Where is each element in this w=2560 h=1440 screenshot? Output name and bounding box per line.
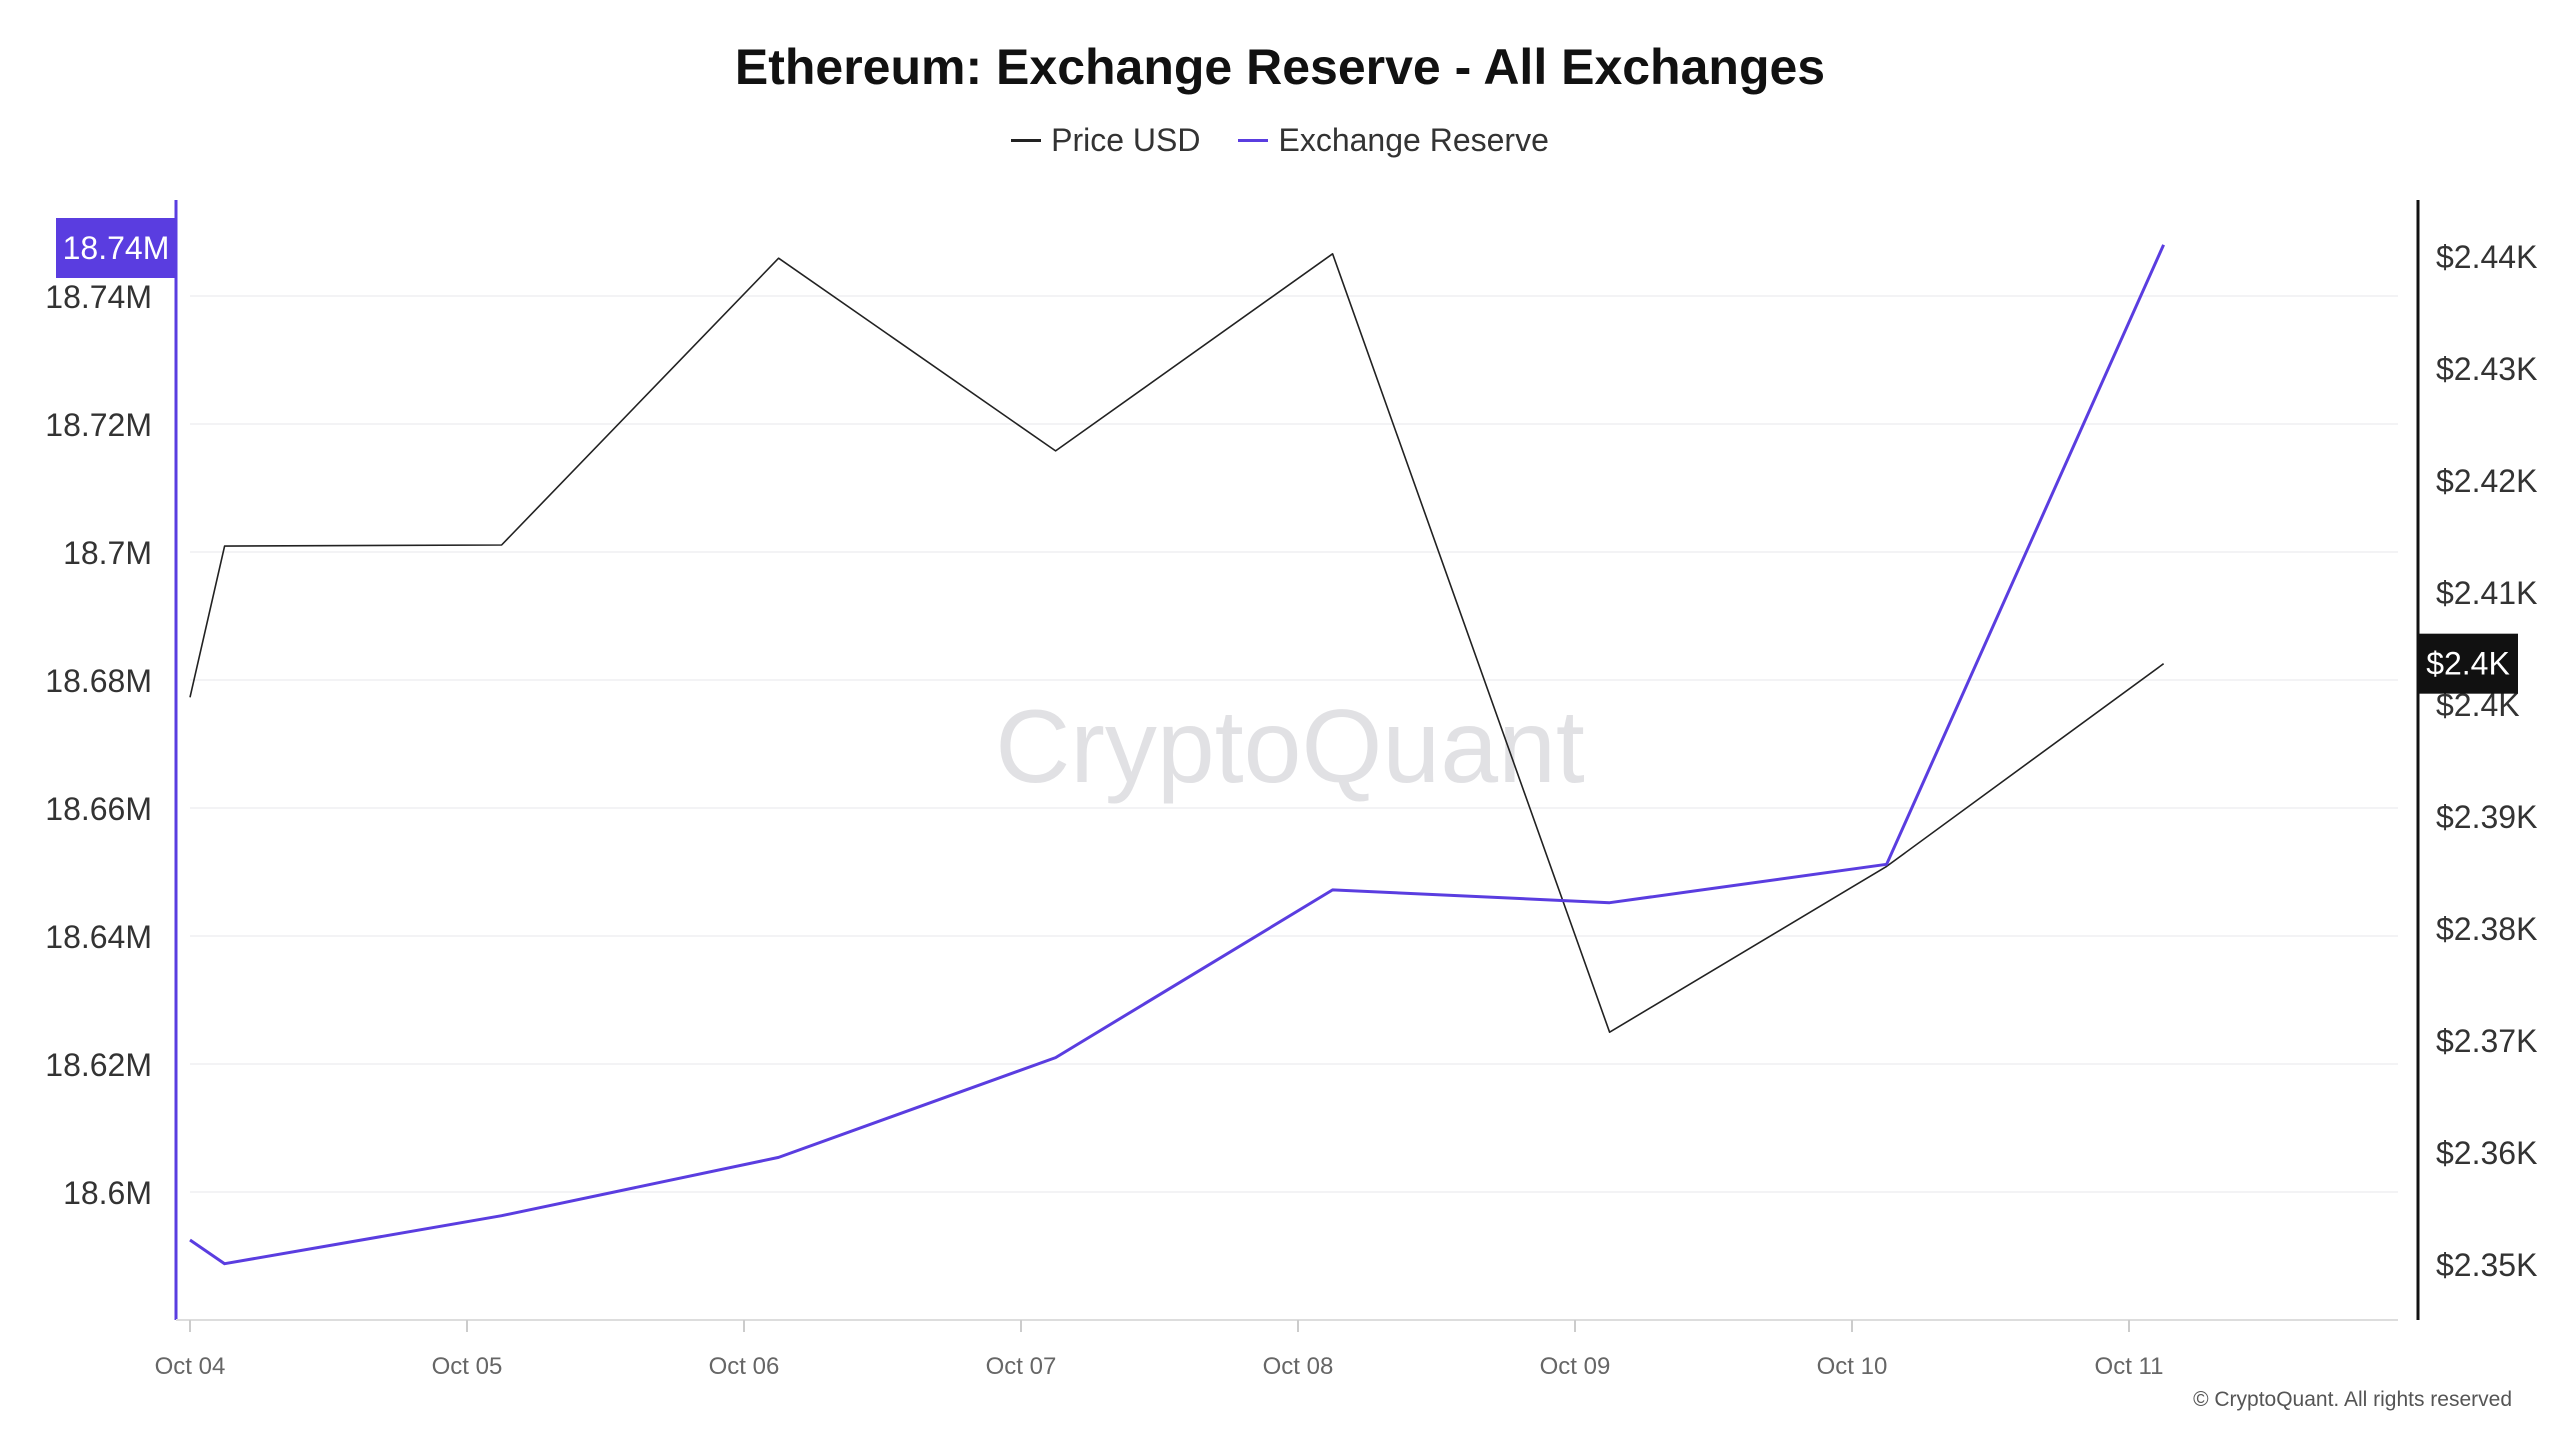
right-tick-label-2: $2.37K bbox=[2436, 1023, 2537, 1059]
legend-label-reserve: Exchange Reserve bbox=[1278, 122, 1549, 158]
series-lines bbox=[189, 244, 2165, 1266]
x-tick-label-7: Oct 11 bbox=[2095, 1353, 2164, 1380]
x-tick-label-0: Oct 04 bbox=[155, 1353, 226, 1380]
left-tick-label-6: 18.72M bbox=[45, 407, 152, 443]
x-tick-label-2: Oct 06 bbox=[709, 1353, 780, 1380]
x-tick-label-6: Oct 10 bbox=[1817, 1353, 1888, 1380]
left-current-value-label: 18.74M bbox=[63, 230, 170, 266]
legend-item-price[interactable]: Price USD bbox=[1011, 122, 1200, 159]
right-tick-label-3: $2.38K bbox=[2436, 911, 2537, 947]
series-line-price[interactable] bbox=[189, 253, 2165, 1033]
right-axis-ticks: $2.35K$2.36K$2.37K$2.38K$2.39K$2.4K$2.41… bbox=[2436, 239, 2537, 1283]
x-tick-label-4: Oct 08 bbox=[1263, 1353, 1334, 1380]
series-line-reserve[interactable] bbox=[189, 244, 2165, 1266]
left-tick-label-2: 18.64M bbox=[45, 919, 152, 955]
x-axis-ticks: Oct 04 Oct 05 Oct 06 Oct 07 Oct 08 Oct 09 Oct … bbox=[155, 1320, 2164, 1380]
right-tick-label-0: $2.35K bbox=[2436, 1247, 2537, 1283]
chart-legend: Price USD Exchange Reserve bbox=[0, 122, 2560, 159]
legend-label-price: Price USD bbox=[1051, 122, 1201, 158]
legend-item-reserve[interactable]: Exchange Reserve bbox=[1238, 122, 1549, 159]
right-tick-label-8: $2.43K bbox=[2436, 351, 2537, 387]
left-tick-label-4: 18.68M bbox=[45, 663, 152, 699]
chart-title: Ethereum: Exchange Reserve - All Exchang… bbox=[734, 39, 1826, 95]
left-axis-ticks: 18.6M 18.62M 18.64M 18.66M 18.68M 18.7M 18.72M… bbox=[45, 279, 152, 1211]
legend-swatch-reserve bbox=[1238, 139, 1269, 142]
left-tick-label-3: 18.66M bbox=[45, 791, 152, 827]
right-tick-label-7: $2.42K bbox=[2436, 463, 2537, 499]
left-tick-label-5: 18.7M bbox=[63, 535, 152, 571]
right-tick-label-6: $2.41K bbox=[2436, 575, 2537, 611]
left-current-value-badge bbox=[56, 218, 176, 278]
right-tick-label-1: $2.36K bbox=[2436, 1135, 2537, 1171]
x-tick-label-3: Oct 07 bbox=[986, 1353, 1057, 1380]
left-tick-label-0: 18.6M bbox=[63, 1175, 152, 1211]
value-badges: 18.74M $2.4K bbox=[56, 218, 2518, 694]
grid-lines bbox=[190, 295, 2398, 1193]
x-tick-label-1: Oct 05 bbox=[432, 1353, 503, 1380]
right-tick-label-9: $2.44K bbox=[2436, 239, 2537, 275]
left-tick-label-7: 18.74M bbox=[45, 279, 152, 315]
x-tick-label-5: Oct 09 bbox=[1540, 1353, 1611, 1380]
legend-swatch-price bbox=[1011, 139, 1042, 142]
right-current-value-badge bbox=[2418, 633, 2518, 694]
axes bbox=[174, 200, 2420, 1321]
watermark: CryptoQuant bbox=[995, 689, 1585, 805]
left-tick-label-1: 18.62M bbox=[45, 1047, 152, 1083]
right-current-value-label: $2.4K bbox=[2426, 646, 2510, 682]
copyright-notice: © CryptoQuant. All rights reserved bbox=[2193, 1388, 2512, 1411]
right-tick-label-4: $2.39K bbox=[2436, 799, 2537, 835]
